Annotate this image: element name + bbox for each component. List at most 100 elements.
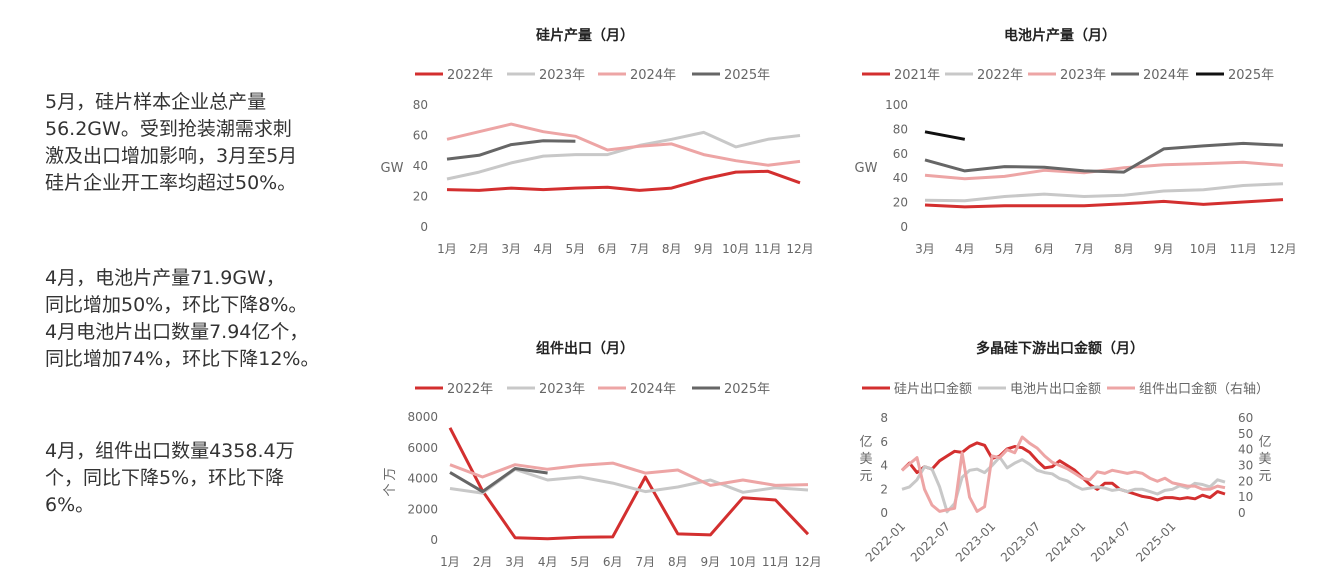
chart4-y2label-char-0: 亿 bbox=[1258, 435, 1271, 450]
chart4-series-line-2 bbox=[901, 435, 1226, 513]
chart4-ytick-0: 0 bbox=[880, 506, 888, 520]
chart4-y2tick-6: 60 bbox=[1238, 411, 1253, 425]
chart4-xtick-1: 2022-07 bbox=[908, 519, 953, 564]
chart3-legend-label-3: 2025年 bbox=[724, 382, 770, 397]
chart1-ytick-3: 60 bbox=[413, 129, 428, 143]
chart4-ylabel-char-2: 元 bbox=[859, 469, 872, 484]
chart4-ytick-3: 6 bbox=[880, 435, 888, 449]
chart2-ytick-5: 100 bbox=[885, 98, 908, 112]
chart4-y2tick-3: 30 bbox=[1238, 459, 1253, 473]
chart1-series-line-0 bbox=[446, 169, 801, 192]
chart2-ytick-0: 0 bbox=[900, 220, 908, 234]
chart4-ytick-1: 2 bbox=[880, 482, 888, 496]
chart1-ylabel: GW bbox=[381, 161, 404, 176]
chart1-series-line-2 bbox=[446, 122, 801, 167]
chart2-title: 电池片产量（月） bbox=[1004, 27, 1116, 44]
chart2-xtick-6: 9月 bbox=[1154, 242, 1174, 256]
chart3-xtick-8: 9月 bbox=[701, 555, 721, 569]
chart3-xtick-3: 4月 bbox=[538, 555, 558, 569]
chart1-xtick-1: 2月 bbox=[469, 242, 489, 256]
chart3-ylabel-char-1: 个 bbox=[383, 483, 398, 496]
chart4-ytick-4: 8 bbox=[880, 411, 888, 425]
chart1-xtick-7: 8月 bbox=[662, 242, 682, 256]
chart1-ytick-1: 20 bbox=[413, 190, 428, 204]
chart3-xtick-2: 3月 bbox=[505, 555, 525, 569]
chart1-xtick-6: 7月 bbox=[630, 242, 650, 256]
chart2-xtick-5: 8月 bbox=[1114, 242, 1134, 256]
chart4-xtick-4: 2024-01 bbox=[1043, 519, 1088, 564]
chart2-xtick-0: 3月 bbox=[915, 242, 935, 256]
chart2-xtick-8: 11月 bbox=[1230, 242, 1257, 256]
chart4-xtick-6: 2025-01 bbox=[1133, 519, 1178, 564]
chart1-xtick-4: 5月 bbox=[566, 242, 586, 256]
chart1-xtick-11: 12月 bbox=[786, 242, 813, 256]
summary-silicon-wafer: 5月，硅片样本企业总产量 56.2GW。受到抢装潮需求刺 激及出口增加影响，3月… bbox=[45, 91, 298, 194]
chart4-series-line-0 bbox=[900, 441, 1226, 502]
chart3-series-line-2 bbox=[449, 461, 809, 487]
chart3-xtick-9: 10月 bbox=[729, 555, 756, 569]
chart4-xtick-3: 2023-07 bbox=[998, 519, 1043, 564]
chart2-legend-label-1: 2022年 bbox=[977, 68, 1023, 83]
chart3-series-line-0 bbox=[448, 427, 810, 541]
chart3-xtick-4: 5月 bbox=[570, 555, 590, 569]
summary-module-export: 4月，组件出口数量4358.4万 个，同比下降5%，环比下降 6%。 bbox=[45, 440, 295, 516]
chart2-series-line-0 bbox=[924, 198, 1284, 209]
chart2-legend-label-3: 2024年 bbox=[1143, 68, 1189, 83]
chart2-ytick-1: 20 bbox=[893, 196, 908, 210]
chart2-series-line-1 bbox=[924, 182, 1284, 203]
chart1-title: 硅片产量（月） bbox=[536, 27, 634, 44]
chart1-series-line-1 bbox=[446, 130, 801, 181]
chart2-xtick-7: 10月 bbox=[1190, 242, 1217, 256]
chart4-y2tick-4: 40 bbox=[1238, 443, 1253, 457]
chart1-ytick-2: 40 bbox=[413, 159, 428, 173]
chart2-ytick-2: 40 bbox=[893, 171, 908, 185]
chart3-ytick-1: 2000 bbox=[407, 502, 438, 516]
chart2-xtick-4: 7月 bbox=[1074, 242, 1094, 256]
chart4-ylabel-char-0: 亿 bbox=[859, 435, 872, 450]
chart3-legend-label-1: 2023年 bbox=[539, 382, 585, 397]
chart3-xtick-6: 7月 bbox=[635, 555, 655, 569]
chart3-series-line-3 bbox=[449, 467, 548, 494]
chart3-xtick-5: 6月 bbox=[603, 555, 623, 569]
chart2-ylabel: GW bbox=[855, 161, 878, 176]
chart3-ytick-3: 6000 bbox=[407, 441, 438, 455]
chart2-xtick-1: 4月 bbox=[955, 242, 975, 256]
chart2-ytick-4: 80 bbox=[893, 122, 908, 136]
chart1-xtick-10: 11月 bbox=[754, 242, 781, 256]
chart1-xtick-8: 9月 bbox=[694, 242, 714, 256]
chart1-ytick-0: 0 bbox=[420, 220, 428, 234]
chart3-xtick-0: 1月 bbox=[440, 555, 460, 569]
chart3-xtick-1: 2月 bbox=[473, 555, 493, 569]
chart3-xtick-10: 11月 bbox=[762, 555, 789, 569]
chart1-xtick-2: 3月 bbox=[501, 242, 521, 256]
chart1-ytick-4: 80 bbox=[413, 98, 428, 112]
chart4-y2tick-0: 0 bbox=[1238, 506, 1246, 520]
chart1-legend-label-0: 2022年 bbox=[447, 68, 493, 83]
summary-cell: 4月，电池片产量71.9GW， 同比增加50%，环比下降8%。 4月电池片出口数… bbox=[45, 267, 320, 370]
chart4-y2tick-5: 50 bbox=[1238, 427, 1253, 441]
chart2-ytick-3: 60 bbox=[893, 147, 908, 161]
chart2-legend-label-2: 2023年 bbox=[1060, 68, 1106, 83]
chart1-legend-label-3: 2025年 bbox=[724, 68, 770, 83]
chart4-y2label-char-2: 元 bbox=[1258, 469, 1271, 484]
chart4-xtick-5: 2024-07 bbox=[1088, 519, 1133, 564]
chart2-xtick-3: 6月 bbox=[1035, 242, 1055, 256]
chart3-xtick-7: 8月 bbox=[668, 555, 688, 569]
chart4-legend-label-0: 硅片出口金额 bbox=[894, 381, 972, 397]
chart1-xtick-0: 1月 bbox=[437, 242, 457, 256]
chart3-ytick-2: 4000 bbox=[407, 472, 438, 486]
chart4-y2tick-1: 10 bbox=[1238, 490, 1253, 504]
chart4-legend-label-2: 组件出口金额（右轴） bbox=[1139, 381, 1269, 397]
chart4-xtick-0: 2022-01 bbox=[863, 519, 908, 564]
chart1-xtick-9: 10月 bbox=[722, 242, 749, 256]
chart4-ytick-2: 4 bbox=[880, 459, 888, 473]
chart3-ytick-4: 8000 bbox=[407, 410, 438, 424]
chart2-xtick-2: 5月 bbox=[995, 242, 1015, 256]
chart2-xtick-9: 12月 bbox=[1269, 242, 1296, 256]
chart4-title: 多晶硅下游出口金额（月） bbox=[976, 340, 1144, 357]
chart4-xtick-2: 2023-01 bbox=[953, 519, 998, 564]
chart1-legend-label-2: 2024年 bbox=[630, 68, 676, 83]
chart4-y2label-char-1: 美 bbox=[1258, 452, 1271, 467]
chart1-legend-label-1: 2023年 bbox=[539, 68, 585, 83]
chart4-legend-label-1: 电池片出口金额 bbox=[1010, 381, 1101, 397]
